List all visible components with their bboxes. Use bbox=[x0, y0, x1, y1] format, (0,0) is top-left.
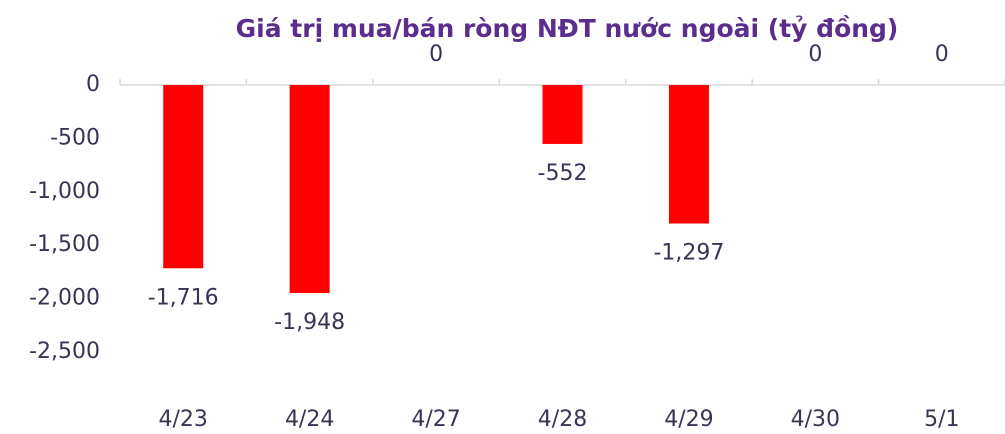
data-label: 0 bbox=[429, 42, 443, 67]
x-tick-label: 4/28 bbox=[538, 407, 587, 432]
y-tick-label: -2,500 bbox=[29, 339, 100, 364]
bar bbox=[542, 85, 583, 144]
data-label: 0 bbox=[935, 42, 949, 67]
x-tick-label: 4/29 bbox=[664, 407, 713, 432]
y-tick-label: 0 bbox=[86, 72, 100, 97]
data-label: 0 bbox=[808, 42, 822, 67]
y-tick-label: -500 bbox=[50, 125, 100, 150]
x-tick-label: 5/1 bbox=[924, 407, 959, 432]
data-label: -552 bbox=[538, 161, 588, 186]
x-tick-label: 4/30 bbox=[791, 407, 840, 432]
x-tick-label: 4/27 bbox=[411, 407, 460, 432]
y-tick-label: -2,000 bbox=[29, 286, 100, 311]
chart-title: Giá trị mua/bán ròng NĐT nước ngoài (tỷ … bbox=[236, 14, 899, 43]
y-tick-label: -1,000 bbox=[29, 179, 100, 204]
data-label: -1,948 bbox=[274, 310, 345, 335]
bar bbox=[289, 85, 330, 294]
data-label: -1,716 bbox=[148, 285, 219, 310]
data-label: -1,297 bbox=[653, 241, 724, 266]
y-tick-label: -1,500 bbox=[29, 232, 100, 257]
x-tick-label: 4/23 bbox=[159, 407, 208, 432]
x-tick-label: 4/24 bbox=[285, 407, 334, 432]
bar bbox=[668, 85, 709, 224]
bar bbox=[163, 85, 204, 269]
